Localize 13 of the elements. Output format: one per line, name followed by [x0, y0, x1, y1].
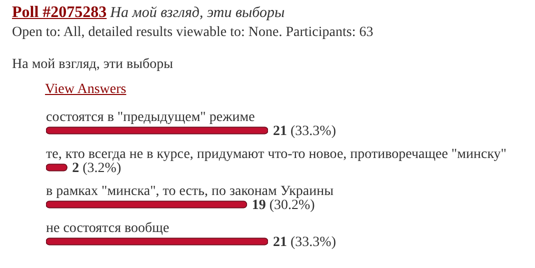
data-label: 19 (30.2%)	[252, 198, 316, 214]
y-tick-label: те, кто всегда не в курсе, придумают что-то новое, противоречащее "минску"	[46, 147, 507, 162]
chart-subtitle: На мой взгляд, эти выборы	[110, 5, 285, 21]
y-tick-label: состоятся в "предыдущем" режиме	[46, 110, 255, 126]
text: На мой взгляд, эти выборы	[12, 57, 174, 73]
y-tick-label: не состоятся вообще	[46, 221, 170, 236]
data-label: 21 (33.3%)	[273, 124, 336, 140]
data-label: 2 (3.2%)	[72, 161, 122, 176]
data-label: 21 (33.3%)	[273, 235, 336, 250]
y-tick-label: в рамках "минска", то есть, по законам Украины	[46, 184, 334, 200]
text: View Answers	[45, 82, 126, 98]
text: Open to: All, detailed results viewable to: None. Participants: 63	[12, 25, 374, 41]
chart-title: Poll #2075283	[12, 4, 107, 21]
